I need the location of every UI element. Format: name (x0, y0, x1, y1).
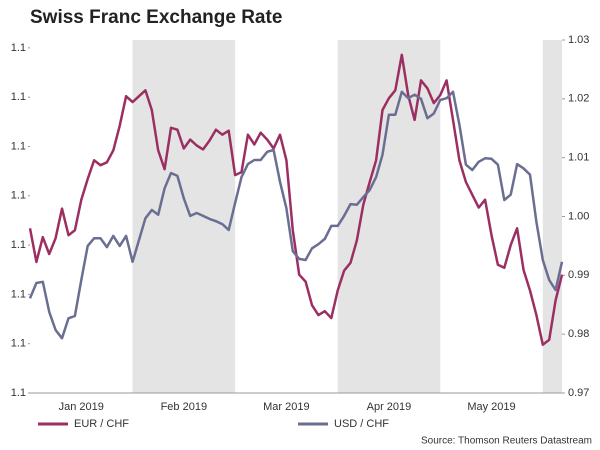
y2-tick-label: 1.03 (568, 34, 589, 46)
x-tick-label: Mar 2019 (263, 401, 309, 413)
x-tick-label: Jan 2019 (59, 401, 104, 413)
y2-tick-label: 1.02 (568, 93, 589, 105)
shaded-band (337, 40, 441, 393)
y2-tick-label: 1.01 (568, 152, 589, 164)
y-tick-label: 1.1 (11, 239, 26, 251)
x-tick-label: Apr 2019 (367, 401, 412, 413)
shaded-band (132, 40, 236, 393)
chart-title: Swiss Franc Exchange Rate (30, 7, 282, 28)
series-line (28, 53, 564, 346)
y2-tick-label: 0.97 (568, 387, 589, 399)
y2-tick-label: 0.99 (568, 269, 589, 281)
y2-tick-label: 0.98 (568, 328, 589, 340)
legend-label: EUR / CHF (74, 418, 129, 430)
shaded-band (542, 40, 562, 393)
y-tick-label: 1.1 (11, 91, 26, 103)
y-tick-label: 1.1 (11, 288, 26, 300)
series-line (28, 90, 564, 340)
x-tick-label: May 2019 (467, 401, 515, 413)
y-tick-label: 1.1 (11, 387, 26, 399)
legend-label: USD / CHF (334, 418, 389, 430)
y-tick-label: 1.1 (11, 42, 26, 54)
source-note: Source: Thomson Reuters Datastream (421, 436, 592, 447)
y-tick-label: 1.1 (11, 190, 26, 202)
y-tick-label: 1.1 (11, 140, 26, 152)
y-tick-label: 1.1 (11, 338, 26, 350)
y2-tick-label: 1.00 (568, 210, 589, 222)
x-tick-label: Feb 2019 (161, 401, 207, 413)
